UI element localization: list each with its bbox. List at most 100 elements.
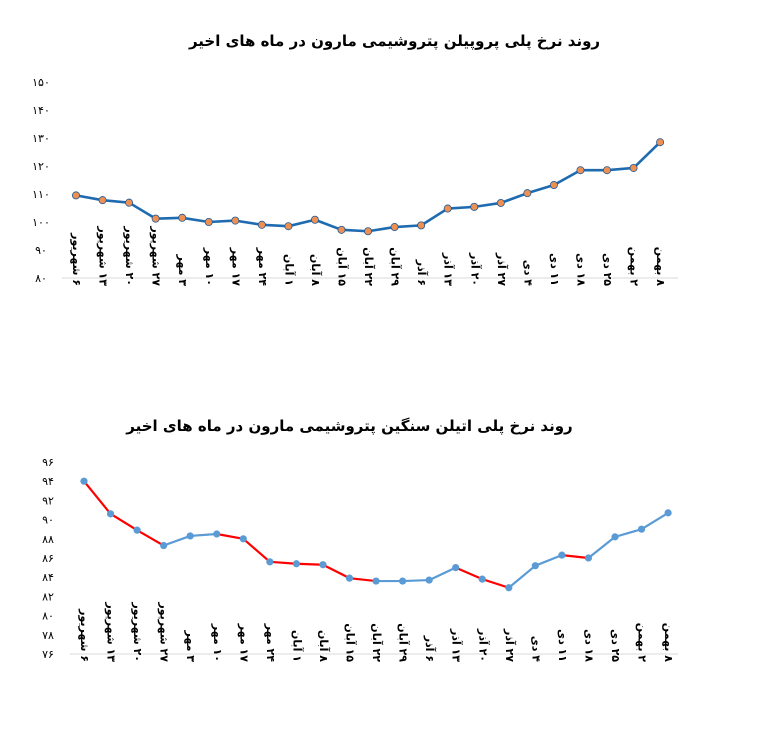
series-line-segment — [162, 534, 192, 547]
data-point — [558, 551, 566, 559]
y-tick-label: ۷۸ — [42, 629, 54, 642]
x-tick-label: ۱۵ آبان — [344, 623, 358, 662]
series-line-segment — [154, 216, 184, 220]
data-point — [151, 214, 160, 223]
x-tick-label: ۲۰ آذر — [468, 252, 482, 286]
data-point — [292, 560, 300, 568]
data-point — [213, 530, 221, 538]
data-point — [257, 220, 266, 229]
series-line-segment — [74, 194, 104, 202]
x-tick-label: ۲۹ آبان — [397, 623, 411, 662]
x-tick-label: ۱۷ مهر — [237, 623, 250, 662]
x-tick-label: ۱۰ مهر — [211, 623, 224, 662]
series-line-segment — [613, 528, 643, 538]
x-tick-label: ۶ شهریور — [78, 608, 91, 662]
series-line-segment — [454, 566, 484, 581]
data-point — [160, 541, 168, 550]
series-line-segment — [401, 578, 431, 583]
y-tick-label: ۱۴۰ — [32, 104, 50, 117]
polypropylene-chart: روند نرخ پلی پروپیلن پتروشیمی مارون در م… — [0, 0, 759, 370]
series-line-segment — [393, 224, 423, 229]
y-tick-label: ۸۰ — [42, 610, 54, 623]
x-tick-label: ۲۷ آذر — [503, 628, 517, 662]
chart-title: روند نرخ پلی اتیلن سنگین پتروشیمی مارون … — [126, 417, 573, 435]
series-line-segment — [340, 228, 370, 233]
series-line-segment — [180, 216, 211, 224]
x-tick-label: ۱۱ دی — [556, 629, 569, 662]
x-tick-label: ۴ دی — [521, 260, 534, 287]
x-tick-label: ۲۵ دی — [609, 629, 622, 662]
y-tick-label: ۱۲۰ — [32, 160, 50, 173]
data-point — [584, 554, 593, 562]
series-line-segment — [268, 560, 298, 565]
series-line-segment — [472, 201, 503, 209]
series-line-segment — [552, 168, 582, 187]
data-point — [603, 166, 612, 175]
series-line-segment — [526, 183, 556, 195]
x-tick-label: ۱ آبان — [290, 630, 304, 662]
x-tick-label: ۸ بهمن — [662, 623, 675, 663]
x-tick-label: ۲۷ آذر — [495, 252, 509, 286]
series-line-segment — [499, 191, 529, 205]
y-tick-label: ۸۲ — [42, 590, 54, 603]
y-tick-label: ۱۱۰ — [32, 188, 50, 201]
data-point — [470, 202, 479, 211]
data-point — [186, 532, 194, 540]
x-tick-label: ۲۷ شهریور — [150, 225, 163, 286]
series-line-segment — [446, 205, 476, 210]
x-tick-label: ۱۸ دی — [582, 629, 595, 662]
series-line-segment — [82, 480, 112, 515]
data-point — [239, 535, 247, 543]
data-point — [523, 189, 532, 198]
y-tick-label: ۱۰۰ — [32, 216, 50, 229]
data-point — [443, 204, 452, 213]
series-line-segment — [189, 532, 218, 538]
data-point — [310, 215, 319, 224]
x-tick-label: ۲۹ آبان — [389, 247, 403, 286]
x-tick-label: ۱۸ دی — [574, 253, 587, 286]
data-point — [629, 163, 638, 172]
x-tick-label: ۲۰ شهریور — [131, 601, 144, 662]
series-line-segment — [366, 225, 396, 233]
x-tick-label: ۱۳ شهریور — [97, 225, 110, 286]
x-tick-label: ۶ شهریور — [70, 232, 83, 286]
series-line-segment — [127, 201, 157, 220]
y-tick-label: ۹۰ — [42, 514, 54, 527]
series-line-segment — [507, 564, 537, 589]
data-point — [231, 216, 240, 225]
y-tick-label: ۸۴ — [42, 571, 54, 584]
data-point — [576, 166, 585, 175]
chart-title: روند نرخ پلی پروپیلن پتروشیمی مارون در م… — [188, 32, 601, 50]
data-point — [478, 575, 486, 583]
polypropylene-chart-canvas: ۸۰ ۹۰ ۱۰۰ ۱۱۰ ۱۲۰ ۱۳۰ ۱۴۰ ۱۵۰ ۶ شهریور ۱۳ شهریور ۲… — [32, 76, 678, 287]
x-tick-label: ۱۳ آذر — [450, 628, 464, 662]
hdpe-chart: روند نرخ پلی اتیلن سنگین پتروشیمی مارون … — [0, 395, 759, 747]
x-tick-label: ۱۱ دی — [548, 253, 561, 286]
series-line-segment — [242, 537, 271, 563]
data-point — [72, 191, 81, 200]
data-point — [399, 577, 407, 585]
series-line-segment — [348, 577, 378, 583]
data-point — [496, 198, 505, 207]
x-tick-label: ۳ مهر — [176, 254, 189, 287]
series-line-segment — [560, 554, 590, 560]
data-point — [390, 223, 399, 232]
y-tick-label: ۹۲ — [42, 494, 54, 507]
series-line-segment — [605, 166, 635, 172]
data-point — [133, 526, 141, 534]
y-tick-label: ۸۶ — [42, 552, 54, 565]
x-tick-label: ۸ آبان — [309, 254, 323, 286]
x-tick-label: ۴ دی — [529, 636, 542, 663]
series-line-segment — [234, 219, 264, 227]
x-tick-label: ۲۷ شهریور — [158, 601, 171, 662]
data-point — [80, 477, 88, 485]
y-tick-label: ۱۳۰ — [32, 132, 50, 145]
data-point — [204, 217, 213, 226]
x-tick-label: ۸ آبان — [317, 630, 331, 662]
x-tick-label: ۲۴ مهر — [256, 247, 269, 286]
data-point — [98, 196, 107, 205]
y-tick-label: ۹۰ — [35, 244, 47, 257]
data-point — [125, 198, 134, 207]
series-line-segment — [260, 223, 290, 228]
data-point — [319, 561, 327, 569]
